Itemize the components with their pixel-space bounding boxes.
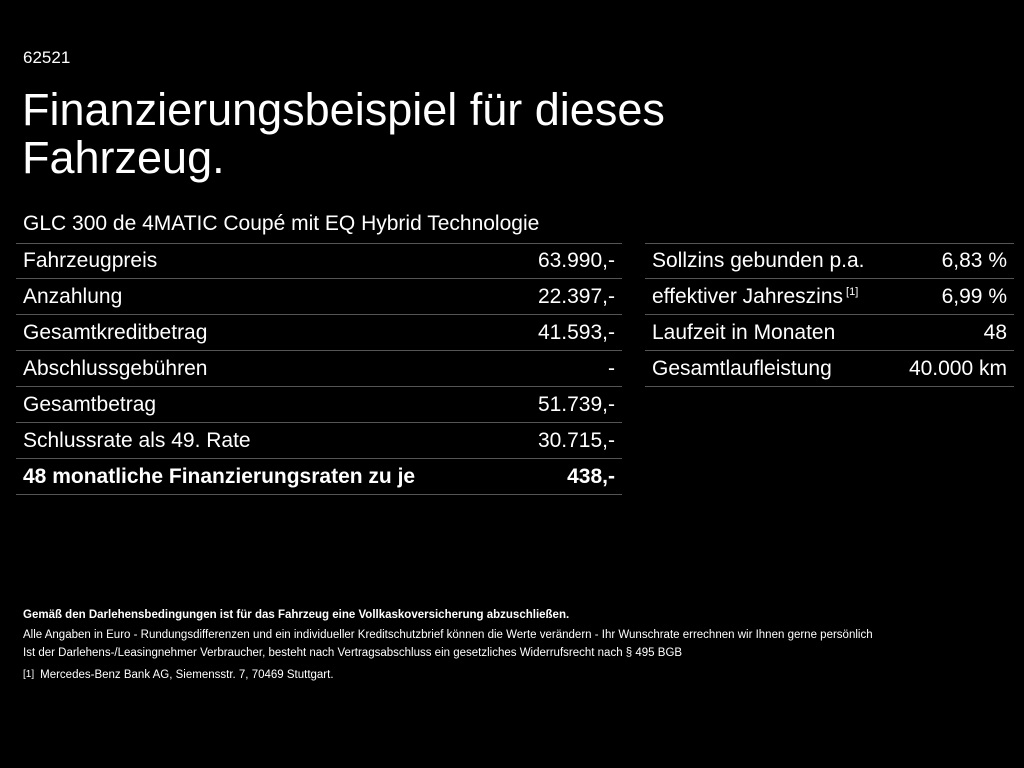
row-label: Schlussrate als 49. Rate: [23, 428, 251, 452]
row-label: Abschlussgebühren: [23, 356, 208, 380]
row-value: 63.990,-: [537, 249, 615, 272]
footnote-ref-text: Mercedes-Benz Bank AG, Siemensstr. 7, 70…: [40, 669, 334, 681]
row-label: Laufzeit in Monaten: [652, 320, 836, 344]
row-label: Gesamtkreditbetrag: [23, 320, 208, 344]
table-row: Sollzins gebunden p.a. 6,83 %: [645, 243, 1014, 279]
table-row: Gesamtkreditbetrag 41.593,-: [16, 315, 622, 351]
table-row: Schlussrate als 49. Rate 30.715,-: [16, 423, 622, 459]
row-value: 22.397,-: [537, 284, 615, 308]
footnotes: Gemäß den Darlehensbedingungen ist für d…: [23, 606, 1013, 684]
row-value: 438,-: [567, 464, 615, 488]
row-value: 30.715,-: [537, 428, 615, 452]
table-row: Laufzeit in Monaten 48: [645, 315, 1014, 351]
row-label-text: effektiver Jahreszins: [652, 284, 844, 308]
row-value: 41.593,-: [537, 320, 615, 344]
row-value: 6,99 %: [941, 284, 1007, 308]
page-title: Finanzierungsbeispiel für dieses Fahrzeu…: [22, 84, 665, 183]
row-value: 51.739,-: [537, 392, 615, 416]
row-label: Fahrzeugpreis: [23, 249, 158, 272]
row-label: Gesamtbetrag: [23, 392, 157, 416]
table-row: Anzahlung 22.397,-: [16, 279, 622, 315]
disclaimer-note: Alle Angaben in Euro - Rundungsdifferenz…: [23, 629, 873, 641]
footnote-ref-marker: [1]: [23, 669, 35, 680]
page-id: 62521: [23, 48, 71, 67]
row-value: 40.000 km: [908, 356, 1007, 380]
table-row: Abschlussgebühren -: [16, 351, 622, 387]
financing-table-right: Sollzins gebunden p.a. 6,83 % effektiver…: [645, 243, 1014, 387]
row-label: Sollzins gebunden p.a.: [652, 249, 865, 272]
table-row: effektiver Jahreszins [1] 6,99 %: [645, 279, 1014, 315]
row-value: 48: [983, 320, 1007, 344]
row-value: -: [608, 356, 615, 380]
vehicle-model: GLC 300 de 4MATIC Coupé mit EQ Hybrid Te…: [23, 212, 540, 235]
row-label: 48 monatliche Finanzierungsraten zu je: [23, 464, 416, 488]
table-row: Gesamtlaufleistung 40.000 km: [645, 351, 1014, 387]
table-row: Gesamtbetrag 51.739,-: [16, 387, 622, 423]
monthly-rate-row: 48 monatliche Finanzierungsraten zu je 4…: [16, 459, 622, 495]
table-row: Fahrzeugpreis 63.990,-: [16, 243, 622, 279]
row-value: 6,83 %: [941, 249, 1007, 272]
row-label: effektiver Jahreszins [1]: [652, 285, 858, 309]
insurance-note: Gemäß den Darlehensbedingungen ist für d…: [23, 609, 570, 621]
row-label: Gesamtlaufleistung: [652, 356, 832, 380]
footnote-marker: [1]: [846, 285, 859, 298]
footnote-reference: [1] Mercedes-Benz Bank AG, Siemensstr. 7,…: [23, 666, 1013, 684]
withdrawal-note: Ist der Darlehens-/Leasingnehmer Verbrau…: [23, 647, 683, 659]
financing-table-left: Fahrzeugpreis 63.990,- Anzahlung 22.397,…: [16, 243, 622, 495]
row-label: Anzahlung: [23, 284, 123, 308]
